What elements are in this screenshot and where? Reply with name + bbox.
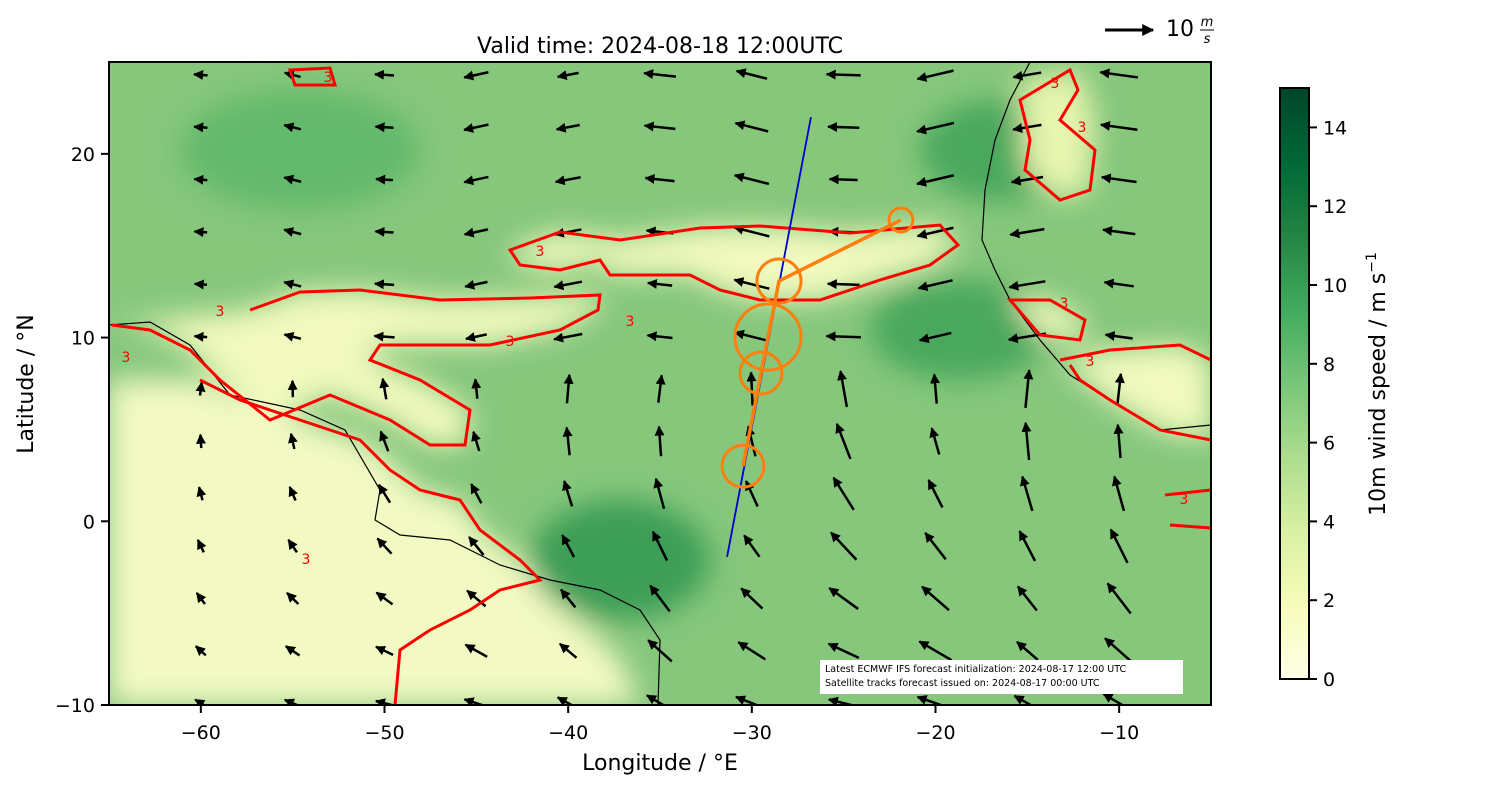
contour-label: 3 xyxy=(216,304,225,320)
wind-arrow xyxy=(195,284,207,285)
wind-arrow xyxy=(375,284,394,285)
contour-label: 3 xyxy=(324,70,333,86)
y-tick-label: 10 xyxy=(71,328,95,350)
wind-arrow xyxy=(828,284,860,285)
chart-title: Valid time: 2024-08-18 12:00UTC xyxy=(477,34,843,59)
x-tick-label: −60 xyxy=(181,722,221,744)
wind-arrow xyxy=(195,231,208,232)
y-axis-label: Latitude / °N xyxy=(14,314,39,453)
colorbar-label-text: 10m wind speed / m s xyxy=(1366,273,1391,516)
contour-label: 3 xyxy=(1060,296,1069,312)
y-tick-label: 0 xyxy=(83,511,95,533)
colorbar-label: 10m wind speed / m s−1 xyxy=(1364,252,1391,516)
y-tick-label: −10 xyxy=(55,695,95,717)
quiver-key-unit: m xyxy=(1201,15,1214,30)
contour-label: 3 xyxy=(536,244,545,260)
wind-arrow xyxy=(826,336,860,337)
y-tick-label: 20 xyxy=(71,144,95,166)
colorbar-tick-label: 10 xyxy=(1323,275,1347,297)
quiver-key: 10 m s xyxy=(1105,15,1214,47)
wind-arrow xyxy=(194,127,207,128)
x-tick-label: −20 xyxy=(915,722,955,744)
wind-arrow xyxy=(375,231,393,232)
wind-arrow xyxy=(827,74,861,75)
colorbar-tick-label: 14 xyxy=(1323,117,1347,139)
contour-label: 3 xyxy=(1078,120,1087,136)
quiver-key-unit: s xyxy=(1204,32,1211,47)
wind-arrow xyxy=(195,336,208,337)
annotation: Latest ECMWF IFS forecast initialization… xyxy=(825,664,1126,675)
colorbar-tick-label: 6 xyxy=(1323,433,1335,455)
x-tick-label: −30 xyxy=(732,722,772,744)
contour-label: 3 xyxy=(122,350,131,366)
contour-label: 3 xyxy=(506,334,515,350)
wind-arrow xyxy=(830,179,858,180)
wind-arrow xyxy=(376,127,394,128)
colorbar-tick-label: 2 xyxy=(1323,590,1335,612)
quiver-key-value: 10 xyxy=(1166,17,1194,42)
colorbar-tick-label: 12 xyxy=(1323,196,1347,218)
contour-label: 3 xyxy=(1086,354,1095,370)
contour-label: 3 xyxy=(302,552,311,568)
wind-arrow xyxy=(194,179,207,180)
wind-arrow xyxy=(828,127,859,128)
wind-arrow xyxy=(200,383,202,396)
x-tick-label: −50 xyxy=(364,722,404,744)
wind-arrow xyxy=(375,74,394,75)
map: 3 3 3 3 3 3 3 3 3 3 3 3 Latest ECMWF IFS… xyxy=(109,62,1211,712)
annotation: Satellite tracks forecast issued on: 202… xyxy=(825,678,1100,689)
wind-arrow xyxy=(194,74,208,75)
colorbar-label-sup: −1 xyxy=(1364,252,1380,273)
wind-arrow xyxy=(751,372,752,405)
colorbar-tick-label: 4 xyxy=(1323,511,1335,533)
colorbar-tick-label: 0 xyxy=(1323,669,1335,691)
contour-label: 3 xyxy=(1180,492,1189,508)
contour-label: 3 xyxy=(1051,76,1060,92)
wind-arrow xyxy=(376,179,393,180)
wind-arrow xyxy=(374,336,394,337)
x-axis-label: Longitude / °E xyxy=(582,751,738,776)
colorbar xyxy=(1280,88,1309,679)
wind-arrow xyxy=(200,435,201,448)
colorbar-tick-label: 8 xyxy=(1323,354,1335,376)
x-tick-label: −10 xyxy=(1099,722,1139,744)
contour-label: 3 xyxy=(626,314,635,330)
x-tick-label: −40 xyxy=(548,722,588,744)
